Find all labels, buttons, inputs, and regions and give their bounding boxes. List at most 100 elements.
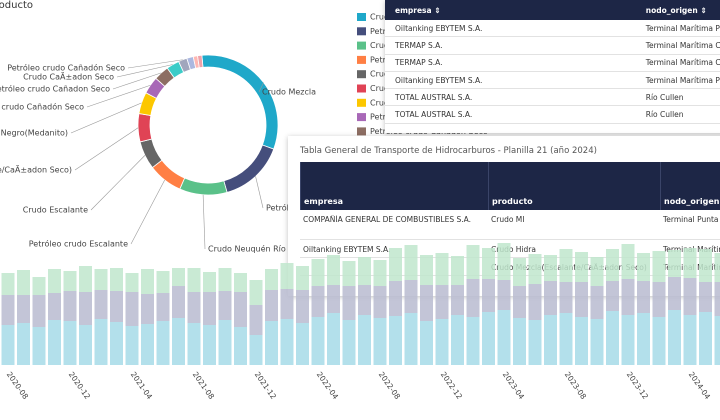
x-tick-label: 2022-04 — [315, 370, 340, 401]
leader-line — [127, 59, 183, 69]
table-cell: Terminal Punta Loyola — [663, 215, 720, 224]
bar-segment — [373, 318, 387, 365]
leader-line — [202, 194, 206, 250]
bar-segment — [652, 317, 666, 365]
table-cell: Terminal Marítima Puerto Rosales — [663, 245, 720, 254]
table-cell: Terminal Marítima Caleta Córdova — [645, 40, 720, 50]
leader-line — [258, 82, 264, 93]
bar-segment — [683, 315, 697, 365]
x-tick-label: 2021-12 — [253, 370, 278, 401]
table-header: empresa ⇕ nodo_origen ⇕ — [385, 0, 720, 20]
table-cell: Terminal Marítima Punta — [663, 263, 720, 272]
slice-label: Crudo Mezcla(Escalante/CaÃ±adon Seco) — [0, 165, 72, 175]
slice-label: Petróleo crudo Cañadón Seco — [0, 102, 84, 112]
bar-segment — [714, 316, 720, 365]
bar-segment — [637, 313, 650, 365]
table-cell: TOTAL AUSTRAL S.A. — [395, 92, 473, 102]
slice-label: Petróleo crudo Cañadón Seco — [7, 63, 125, 73]
column-header: nodo_origen — [660, 162, 720, 210]
donut-slice — [151, 159, 186, 190]
bar-segment — [265, 321, 278, 365]
table-cell: Crudo Hidra — [491, 245, 536, 254]
bar-segment — [513, 318, 526, 365]
bar-segment — [32, 327, 46, 365]
bar-segment — [156, 321, 170, 365]
table-cell: Terminal Marítima Caleta Córdova — [645, 58, 720, 68]
table-cell: COMPAÑÍA GENERAL DE COMBUSTIBLES S.A. — [303, 215, 472, 224]
bar-segment — [544, 315, 557, 365]
legend-swatch — [357, 13, 366, 21]
bar-segment — [94, 319, 108, 365]
x-tick-label: 2020-12 — [67, 370, 92, 401]
x-tick-label: 2021-08 — [191, 370, 216, 401]
donut-slice — [179, 177, 228, 196]
leader-line — [112, 72, 162, 90]
bar-segment — [218, 320, 232, 365]
legend-swatch — [357, 113, 366, 122]
bar-segment — [249, 305, 263, 335]
bar-segment — [404, 313, 418, 365]
bar-segment — [482, 312, 495, 365]
table-cell: Crudo Mezcla(Escalante/CaÃ±adon Seco) — [491, 263, 647, 272]
donut-slice — [223, 144, 275, 193]
table-cell: TERMAP S.A. — [395, 40, 443, 50]
leader-line — [255, 176, 264, 209]
column-header: empresa ⇕ — [395, 5, 441, 15]
bar-segment — [559, 313, 573, 365]
slice-label: Crudo CaÃ±adon Seco — [23, 72, 114, 82]
bar-segment — [280, 319, 294, 365]
chart-title: Distribución por producto — [0, 0, 33, 11]
table: empresa producto nodo_origen COMPAÑÍA GENER… — [300, 162, 720, 276]
table-row: COMPAÑÍA GENERAL DE COMBUSTIBLES S.A. Cru… — [300, 210, 720, 240]
x-tick-label: 2021-04 — [129, 370, 154, 401]
bar-segment — [234, 327, 247, 365]
x-tick-label: 2024-04 — [687, 370, 712, 401]
leader-line — [130, 179, 165, 245]
bar-segment — [110, 322, 123, 365]
table-header: empresa producto nodo_origen — [300, 162, 720, 210]
column-header: empresa — [300, 162, 488, 210]
bar-segment — [606, 311, 619, 365]
leader-line — [86, 84, 151, 108]
table-cell: TOTAL AUSTRAL S.A. — [395, 110, 473, 120]
leader-line — [70, 102, 142, 134]
x-tick-label: 2023-12 — [625, 370, 650, 401]
column-header: producto — [488, 162, 660, 210]
legend-swatch — [357, 127, 366, 136]
table-cell: TERMAP S.A. — [395, 58, 443, 68]
bar-segment — [17, 323, 30, 365]
bar-segment — [451, 315, 464, 365]
table-cell: Río Cullen — [645, 110, 684, 120]
legend-swatch — [357, 27, 366, 36]
table-row: TOTAL AUSTRAL S.A. Río Cullen — [385, 89, 720, 107]
table-row: TOTAL AUSTRAL S.A. Río Cullen — [385, 106, 720, 124]
table-cell: Oiltanking EBYTEM S.A. — [395, 23, 483, 33]
bar-segment — [311, 317, 325, 365]
bar-segment — [668, 310, 681, 365]
slice-label: Crudo Escalante — [23, 206, 88, 215]
x-tick-label: 2022-12 — [439, 370, 464, 401]
table-cell: Río Cullen — [645, 92, 684, 102]
bar-segment — [187, 323, 201, 365]
table-cell: Terminal Marítima Puerto Rosales — [645, 23, 720, 33]
legend-swatch — [357, 55, 366, 64]
bar-segment — [435, 319, 449, 365]
table-panel: empresa ⇕ nodo_origen ⇕ Oiltanking EBYTEM … — [385, 0, 720, 133]
bar-segment — [420, 321, 433, 365]
bar-segment — [63, 321, 77, 365]
table-panel: Tabla General de Transporte de Hidrocarb… — [288, 136, 720, 296]
bar-segment — [358, 315, 371, 365]
slice-label: Petróleo crudo Escalante — [29, 239, 128, 249]
slice-label: Crudo Mezcla — [262, 88, 316, 97]
bar-segment — [79, 325, 92, 365]
table-cell: Oiltanking EBYTEM S.A. — [395, 75, 483, 85]
bar-segment — [342, 320, 356, 365]
table-row: TERMAP S.A. Terminal Marítima Caleta Córd… — [385, 55, 720, 72]
bar-segment — [1, 325, 15, 365]
x-tick-label: 2023-08 — [563, 370, 588, 401]
legend-swatch — [357, 98, 366, 107]
table-row: Oiltanking EBYTEM S.A. Crudo Hidra Termina… — [300, 240, 720, 258]
legend-swatch — [357, 84, 366, 93]
panel-title: Tabla General de Transporte de Hidrocarb… — [300, 146, 597, 156]
